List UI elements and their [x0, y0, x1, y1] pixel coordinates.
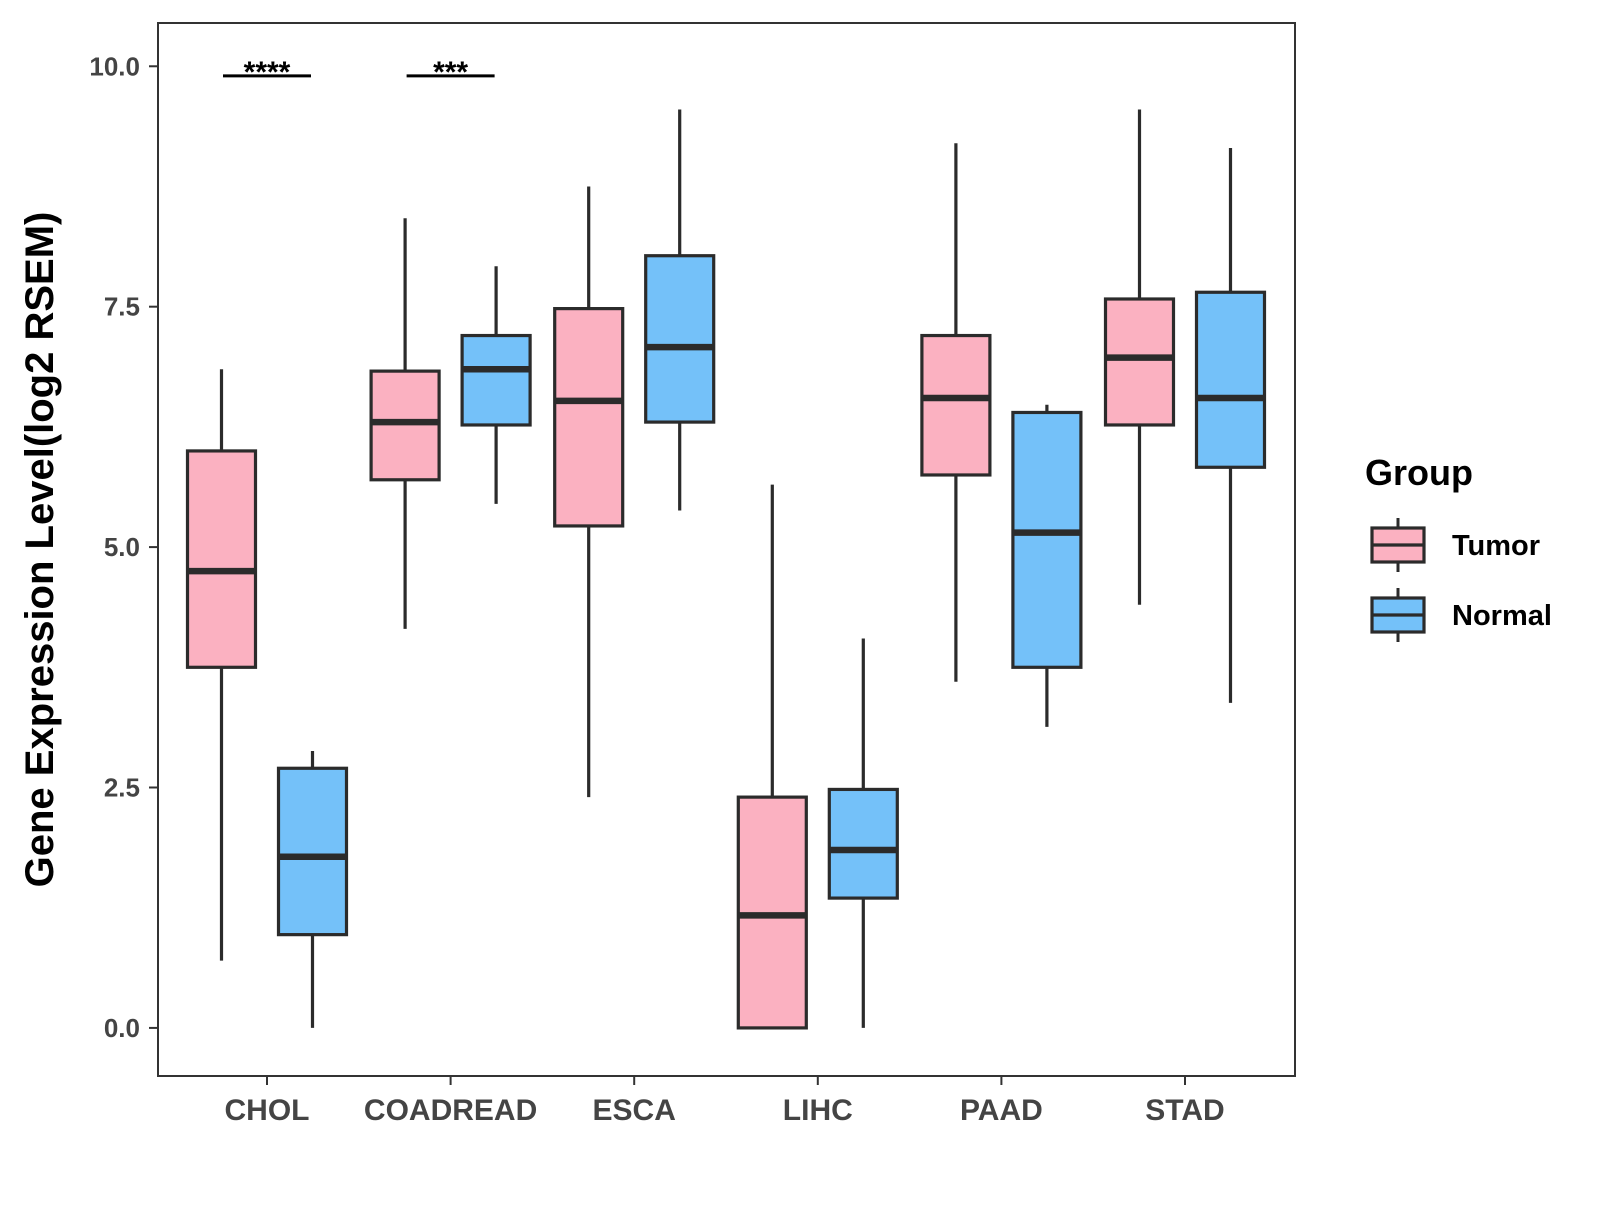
x-tick-label: PAAD	[960, 1094, 1043, 1127]
box-normal-esca	[644, 109, 716, 511]
y-tick-label: 7.5	[104, 292, 140, 322]
box-normal-stad	[1194, 148, 1267, 703]
y-tick-label: 2.5	[104, 773, 140, 803]
box-body	[369, 369, 441, 482]
box-normal-lihc	[827, 638, 899, 1028]
box-body	[644, 254, 716, 424]
x-tick-label: STAD	[1145, 1094, 1224, 1127]
box-body	[460, 333, 532, 427]
box-body	[827, 787, 899, 900]
plot-panel-border	[157, 22, 1296, 1077]
box-tumor-paad	[920, 143, 992, 682]
box-normal-chol	[276, 750, 349, 1028]
box-body	[185, 449, 258, 669]
box-tumor-chol	[185, 369, 258, 961]
box-body	[553, 307, 625, 528]
box-tumor-lihc	[736, 484, 808, 1030]
box-tumor-coadread	[369, 218, 441, 629]
box-body	[1011, 410, 1083, 669]
box-body	[276, 766, 349, 937]
y-tick-label: 5.0	[104, 532, 140, 562]
box-normal-paad	[1011, 404, 1083, 727]
box-tumor-esca	[553, 186, 625, 798]
marks-layer	[185, 109, 1267, 1030]
x-tick-label: LIHC	[783, 1094, 853, 1127]
legend-label: Tumor	[1452, 530, 1540, 562]
box-body	[1103, 297, 1176, 427]
significance-label: ****	[244, 56, 291, 89]
legend-title: Group	[1365, 452, 1473, 493]
y-tick-label: 0.0	[104, 1013, 140, 1043]
box-body	[1194, 290, 1267, 469]
box-normal-coadread	[460, 266, 532, 504]
box-body	[920, 333, 992, 477]
annotation-layer: **** ***	[223, 56, 495, 89]
axes-layer: 0.0 2.5 5.0 7.5 10.0 CHOL COADREAD ESCA LIHC PAAD…	[18, 22, 1296, 1127]
x-tick-label: ESCA	[593, 1094, 676, 1127]
legend-item-normal: Normal	[1370, 588, 1552, 642]
legend-label: Normal	[1452, 600, 1552, 632]
x-tick-label: CHOL	[225, 1094, 310, 1127]
y-tick-label: 10.0	[89, 51, 140, 81]
x-tick-label: COADREAD	[364, 1094, 537, 1127]
significance-label: ***	[433, 56, 468, 89]
box-tumor-stad	[1103, 109, 1176, 605]
legend-item-tumor: Tumor	[1370, 518, 1540, 572]
y-axis-title: Gene Expression Level(log2 RSEM)	[18, 212, 62, 888]
legend: Group Tumor Normal	[1365, 452, 1552, 642]
